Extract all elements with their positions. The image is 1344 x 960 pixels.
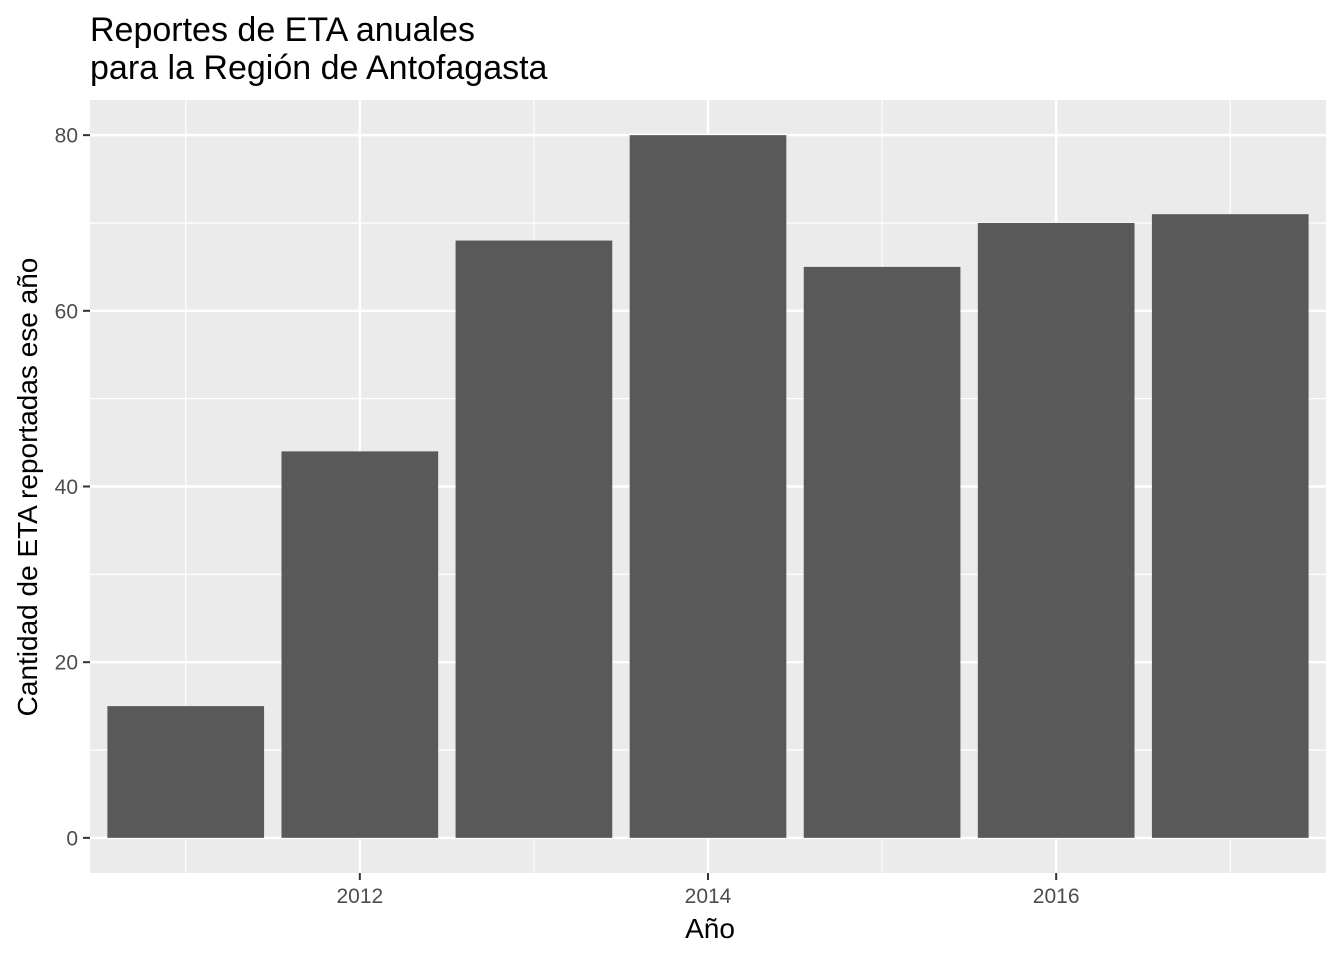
bar-2012 [281, 451, 439, 838]
chart-title-line-2: para la Región de Antofagasta [90, 49, 548, 87]
y-axis: 0 20 40 60 80 [55, 125, 90, 850]
bar-2016 [977, 222, 1135, 838]
bar-2017 [1151, 214, 1309, 838]
y-tick-label: 20 [55, 652, 78, 675]
y-tick-label: 40 [55, 476, 78, 499]
y-tick-label: 60 [55, 300, 78, 323]
bar-2014 [629, 135, 787, 838]
chart-title-line-1: Reportes de ETA anuales [90, 11, 475, 49]
bar-2011 [107, 706, 265, 838]
x-tick-label: 2012 [336, 885, 383, 908]
bar-2013 [455, 240, 613, 838]
x-axis: 2012 2014 2016 [336, 873, 1080, 908]
y-tick-label: 80 [55, 125, 78, 148]
bar-2015 [803, 266, 961, 838]
x-axis-title: Año [685, 913, 735, 944]
y-axis-title: Cantidad de ETA reportadas ese año [12, 258, 43, 717]
x-tick-label: 2016 [1033, 885, 1080, 908]
y-tick-label: 0 [66, 827, 78, 850]
x-tick-label: 2014 [685, 885, 732, 908]
bars [107, 135, 1309, 838]
